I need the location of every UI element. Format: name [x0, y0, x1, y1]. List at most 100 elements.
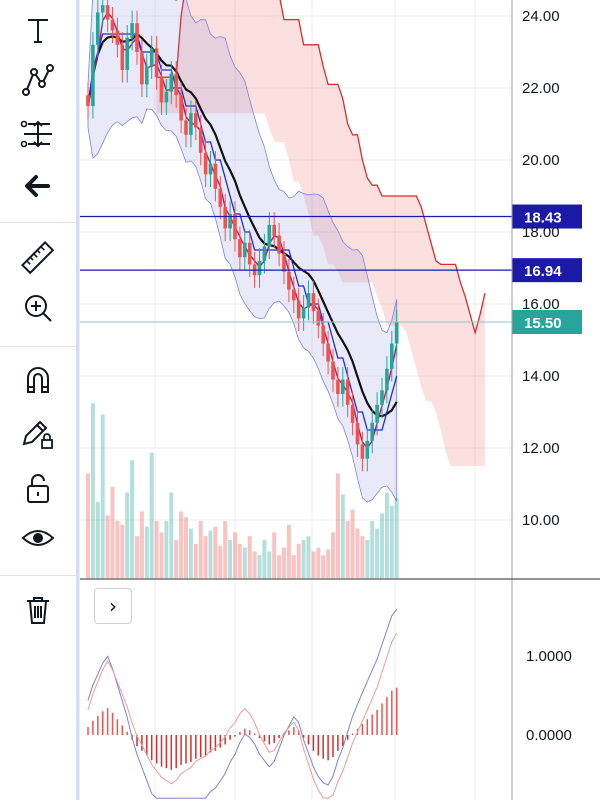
- magnet-tool[interactable]: [14, 360, 62, 400]
- volume-bar: [355, 528, 360, 578]
- candle-body: [262, 246, 267, 261]
- volume-bar: [179, 511, 184, 578]
- grid: [80, 0, 512, 800]
- zoom-tool[interactable]: [14, 288, 62, 328]
- back-tool[interactable]: [14, 166, 62, 206]
- volume-bar: [335, 473, 340, 578]
- candle-body: [194, 113, 198, 128]
- candle-body: [140, 52, 144, 85]
- indicator-lines: [86, 11, 398, 450]
- volume-bar: [326, 549, 331, 578]
- candle-body: [375, 404, 379, 423]
- toolbar-divider: [0, 222, 76, 223]
- volume-bar: [95, 502, 100, 578]
- signal-line: [87, 632, 398, 799]
- candle-body: [350, 404, 355, 423]
- visibility-tool[interactable]: [14, 518, 62, 558]
- volume-bar: [144, 526, 149, 578]
- candle-body: [370, 422, 374, 441]
- candle-body: [91, 44, 95, 106]
- volume-bar: [188, 528, 193, 578]
- candle-body: [228, 214, 232, 229]
- price-tick-label: 12.00: [522, 440, 560, 457]
- expand-button[interactable]: ›: [94, 588, 132, 624]
- volume-bar: [154, 521, 159, 578]
- candle-body: [331, 361, 335, 380]
- cloud-leading-line: [156, 0, 486, 336]
- current-price-tag: [512, 310, 582, 334]
- candle-body: [272, 224, 276, 236]
- volume-bar: [149, 452, 154, 578]
- candle-body: [174, 73, 178, 96]
- horizontal-lines[interactable]: 18.43 16.94 15.50: [80, 204, 582, 334]
- price-tick-label: 14.00: [522, 368, 560, 385]
- macd-oscillator: [87, 608, 398, 799]
- price-tick-label: 22.00: [522, 80, 560, 97]
- drawing-toolbar: [0, 0, 77, 800]
- text-tool[interactable]: [14, 10, 62, 50]
- volume-bar: [105, 515, 110, 578]
- candle-body: [247, 242, 252, 265]
- volume-bar: [115, 521, 120, 578]
- arrow-left-icon: [25, 175, 50, 197]
- candle-body: [390, 343, 394, 369]
- volume-bar: [228, 540, 233, 578]
- delete-tool[interactable]: [14, 590, 62, 630]
- candle-body: [345, 379, 350, 405]
- volume-bar: [184, 517, 188, 578]
- lock-drawing-tool[interactable]: [14, 414, 62, 454]
- candle-body: [292, 289, 296, 301]
- volume-bar: [164, 521, 169, 578]
- volume-bar: [370, 521, 375, 578]
- volume-bar: [272, 532, 277, 578]
- lock-tool[interactable]: [14, 468, 62, 508]
- eye-icon: [21, 530, 55, 546]
- volume-bar: [110, 486, 115, 578]
- volume-bar: [286, 524, 291, 578]
- band-area: [87, 0, 398, 503]
- candle-body: [154, 48, 159, 78]
- volume-bar: [384, 492, 389, 578]
- candle-body: [394, 322, 399, 344]
- volume-bar: [311, 551, 316, 578]
- candle-body: [267, 224, 272, 247]
- toolbar-divider: [0, 346, 76, 347]
- candle-body: [306, 293, 311, 308]
- candle-body: [385, 368, 389, 391]
- volume-bar: [203, 536, 208, 578]
- volume-bar: [242, 547, 247, 578]
- volume-bar: [365, 540, 370, 578]
- pattern-icon: [22, 64, 54, 96]
- price-tick-label: 10.00: [522, 512, 560, 529]
- volume-bar: [90, 403, 95, 578]
- pattern-tool[interactable]: [14, 60, 62, 100]
- volume-bar: [316, 547, 321, 578]
- price-tick-label: 24.00: [522, 8, 560, 25]
- candle-body: [169, 73, 174, 92]
- volume-bar: [213, 526, 218, 578]
- magnet-icon: [27, 367, 49, 393]
- volume-bar: [301, 540, 306, 578]
- candle-body: [287, 271, 291, 290]
- candle-body: [296, 300, 301, 319]
- volume-bar: [120, 524, 125, 578]
- volume-bar: [208, 530, 213, 578]
- candle-body: [130, 23, 134, 38]
- fib-tool[interactable]: [14, 114, 62, 154]
- volume-bar: [193, 543, 198, 578]
- candle-body: [179, 95, 183, 121]
- volume-bar: [159, 532, 164, 578]
- candle-body: [360, 444, 365, 459]
- candle-body: [282, 253, 286, 272]
- current-price-label: 15.50: [524, 315, 562, 332]
- candle-body: [336, 379, 340, 394]
- candle-body: [135, 23, 139, 52]
- measure-tool[interactable]: [14, 238, 62, 278]
- candle-body: [120, 44, 125, 70]
- candle-body: [164, 91, 169, 103]
- candle-body: [316, 311, 321, 326]
- fib-icon: [20, 120, 52, 148]
- candle-body: [223, 206, 227, 229]
- candle-body: [311, 293, 316, 312]
